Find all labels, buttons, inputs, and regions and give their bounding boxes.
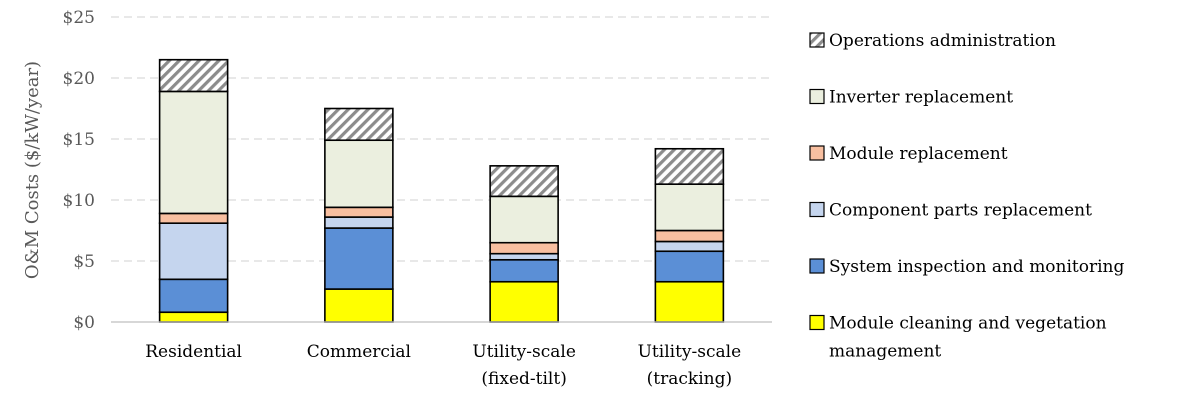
bar-segment: [324, 107, 394, 142]
y-tick-label: $10: [63, 191, 95, 211]
legend-label: Inverter replacement: [829, 88, 1013, 108]
bar-segment: [158, 90, 229, 215]
y-tick-label: $20: [63, 69, 95, 89]
bar-segment: [489, 165, 559, 198]
bar-segment: [489, 258, 559, 283]
bar-segment: [324, 206, 394, 218]
bar-segment: [489, 252, 559, 261]
legend-label: Module replacement: [829, 144, 1008, 164]
category-label: Commercial: [307, 342, 411, 362]
y-tick-label: $15: [63, 130, 95, 150]
category-label: Residential: [145, 342, 242, 362]
category-label: Utility-scale: [472, 342, 576, 362]
bar-segment: [489, 195, 559, 244]
legend-label: management: [829, 342, 941, 362]
bar-segment: [489, 241, 559, 255]
bar-segment: [654, 229, 725, 243]
y-axis-title: O&M Costs ($/kW/year): [22, 61, 43, 279]
legend: Operations administration Inverter replac…: [809, 31, 1125, 362]
category-label: Utility-scale: [638, 342, 742, 362]
bars: [158, 58, 725, 323]
legend-swatch: [809, 314, 825, 331]
bar-segment: [654, 280, 725, 323]
bar-segment: [489, 280, 559, 323]
legend-swatch: [809, 145, 825, 161]
bar-segment: [158, 278, 229, 314]
y-axis-ticks: $0 $5 $10 $15 $20 $25: [63, 8, 95, 333]
category-label: (fixed-tilt): [481, 369, 566, 389]
legend-swatch: [809, 32, 825, 48]
bar-segment: [158, 222, 229, 281]
legend-label: Component parts replacement: [829, 201, 1092, 221]
legend-swatch: [809, 201, 825, 218]
bar-segment: [324, 227, 394, 290]
legend-swatch: [809, 88, 825, 105]
bar-segment: [158, 212, 229, 224]
bar-segment: [324, 139, 394, 209]
bar-segment: [654, 240, 725, 253]
bar-segment: [654, 147, 725, 185]
legend-swatch: [809, 258, 825, 274]
bar-segment: [158, 58, 229, 93]
y-tick-label: $0: [73, 313, 95, 333]
y-tick-label: $25: [63, 8, 95, 28]
legend-label: Operations administration: [829, 31, 1056, 51]
bar-segment: [158, 311, 229, 323]
bar-segment: [324, 288, 394, 323]
bar-segment: [654, 250, 725, 283]
y-tick-label: $5: [73, 252, 95, 272]
bar-segment: [324, 216, 394, 229]
legend-label: Module cleaning and vegetation: [829, 314, 1107, 334]
category-label: (tracking): [647, 369, 732, 389]
legend-label: System inspection and monitoring: [829, 257, 1125, 277]
x-axis-categories: Residential Commercial Utility-scale (fixed…: [145, 342, 741, 389]
bar-segment: [654, 183, 725, 232]
